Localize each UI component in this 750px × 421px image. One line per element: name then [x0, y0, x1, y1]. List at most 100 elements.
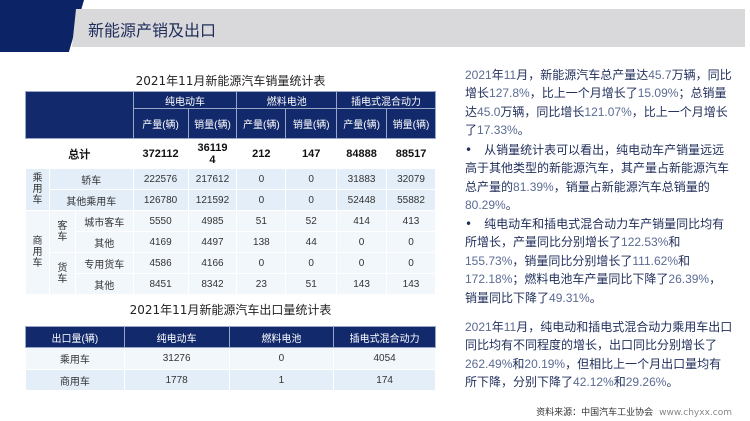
- sub-header: 销量(辆): [386, 108, 436, 139]
- text-run: 和: [677, 253, 690, 268]
- text-run: • 纯电动车和插电式混合动力车产销量同比均有所增长，产量同比分别增长了: [465, 217, 725, 250]
- table-cell: 4054: [333, 347, 436, 370]
- text-run: 。: [589, 290, 602, 305]
- source-note: 资料来源：中国汽车工业协会 www.chyxx.com: [536, 405, 732, 418]
- table-cell: 121592: [187, 189, 238, 211]
- header-bar: [72, 9, 745, 47]
- table-cell: 55882: [386, 189, 436, 211]
- figure-value: 2021: [465, 320, 492, 334]
- text-run: ，比上一个月增长了: [465, 104, 728, 138]
- table-cell: 0: [236, 252, 287, 274]
- total-value: 147: [285, 138, 338, 169]
- text-run: ，比上一个月增长了: [529, 86, 638, 101]
- text-run: 。: [666, 375, 679, 390]
- table-cell: 143: [386, 273, 436, 295]
- text-run: 。: [505, 198, 518, 213]
- table-cell: 0: [285, 189, 338, 211]
- figure-value: 80.29%: [465, 198, 506, 213]
- source-url: www.chyxx.com: [659, 408, 732, 418]
- table-cell: 0: [228, 347, 335, 370]
- table-cell: 174: [333, 369, 436, 391]
- figure-value: 11: [503, 68, 517, 82]
- group-header: 插电式混合动力: [336, 91, 436, 109]
- table-cell: 0: [386, 231, 436, 253]
- category-commercial: 商 用 车: [25, 210, 50, 295]
- text-run: 年: [491, 320, 504, 334]
- text-run: 万辆，同比增长: [500, 104, 585, 119]
- row-label: 轿车: [48, 168, 134, 190]
- row-label: 其他: [74, 273, 134, 295]
- figure-value: 172.18%: [465, 272, 513, 287]
- table-cell: 4166: [187, 252, 238, 274]
- figure-value: 111.62%: [632, 253, 678, 268]
- table-cell: 44: [285, 231, 338, 253]
- table-cell: 8451: [132, 273, 189, 295]
- table-cell: 126780: [132, 189, 189, 211]
- text-run: • 从销量统计表可以看出，纯电动车产销量远远高于其他类型的新能源汽车，其产量占新…: [465, 143, 730, 194]
- column-header: 纯电动车: [123, 326, 230, 348]
- sub-header: 产量(辆): [236, 108, 287, 139]
- table-cell: 8342: [187, 273, 238, 295]
- page-title: 新能源产销及出口: [88, 21, 217, 40]
- figure-value: 262.49%: [465, 356, 513, 371]
- total-value: 36119 4: [187, 138, 238, 169]
- total-value: 84888: [336, 138, 388, 169]
- row-label: 城市客车: [74, 210, 134, 232]
- table-cell: 0: [386, 252, 436, 274]
- text-run: 月，新能源汽车总产量达: [516, 68, 649, 82]
- table-cell: 1: [228, 369, 335, 391]
- figure-value: 121.07%: [584, 104, 632, 119]
- table-cell: 1778: [123, 369, 230, 391]
- corner-cell: [25, 91, 134, 139]
- total-value: 372112: [132, 138, 189, 169]
- group-header: 燃料电池: [236, 91, 338, 109]
- sub-header: 销量(辆): [285, 108, 338, 139]
- source-label: 资料来源：中国汽车工业协会: [536, 408, 654, 418]
- text-run: ，但相比上一个月出口量均有所下降，分别下降了: [465, 356, 722, 390]
- figure-value: 15.09%: [637, 86, 679, 101]
- row-label: 其他: [74, 231, 134, 253]
- table-cell: 0: [236, 189, 287, 211]
- text-run: 。: [517, 123, 530, 138]
- column-header: 燃料电池: [228, 326, 335, 348]
- table-cell: 217612: [187, 168, 238, 190]
- column-header: 插电式混合动力: [333, 326, 436, 348]
- subcategory-truck: 货 车: [48, 252, 76, 295]
- figure-value: 122.53%: [621, 235, 669, 250]
- category-passenger: 乘 用 车: [25, 168, 50, 211]
- table-cell: 0: [285, 252, 338, 274]
- figure-value: 155.73%: [465, 253, 513, 268]
- export-table: 出口量(辆) 纯电动车 燃料电池 插电式混合动力 乘用车 31276 0 4054 商用车 1…: [25, 326, 436, 391]
- table-cell: 138: [236, 231, 287, 253]
- text-run: ，销量同比下降了: [465, 272, 722, 305]
- figure-value: 42.12%: [573, 375, 614, 390]
- table-cell: 52448: [336, 189, 388, 211]
- table-cell: 4985: [187, 210, 238, 232]
- sales-table-title: 2021年11月新能源汽车销量统计表: [135, 74, 326, 88]
- table-cell: 31883: [336, 168, 388, 190]
- figure-value: 2021: [465, 68, 492, 82]
- figure-value: 45.7: [648, 68, 672, 82]
- table-cell: 413: [386, 210, 436, 232]
- table-cell: 414: [336, 210, 388, 232]
- row-label: 商用车: [25, 369, 125, 391]
- sub-header: 产量(辆): [132, 108, 189, 139]
- table-cell: 23: [236, 273, 287, 295]
- figure-value: 45.0: [477, 104, 501, 119]
- row-label: 专用货车: [74, 252, 134, 274]
- figure-value: 11: [503, 320, 517, 334]
- table-cell: 0: [336, 252, 388, 274]
- table-cell: 0: [336, 231, 388, 253]
- figure-value: 17.33%: [477, 123, 518, 138]
- table-cell: 31276: [123, 347, 230, 370]
- sub-header: 产量(辆): [336, 108, 388, 139]
- table-cell: 222576: [132, 168, 189, 190]
- header-accent: [0, 0, 84, 52]
- table-cell: 4169: [132, 231, 189, 253]
- text-run: ；燃料电池车产量同比下降了: [512, 272, 669, 287]
- table-cell: 143: [336, 273, 388, 295]
- column-header: 出口量(辆): [25, 326, 125, 348]
- export-table-title: 2021年11月新能源汽车出口量统计表: [129, 303, 332, 317]
- text-run: ，销量占新能源汽车总销量的: [553, 179, 710, 194]
- table-cell: 4586: [132, 252, 189, 274]
